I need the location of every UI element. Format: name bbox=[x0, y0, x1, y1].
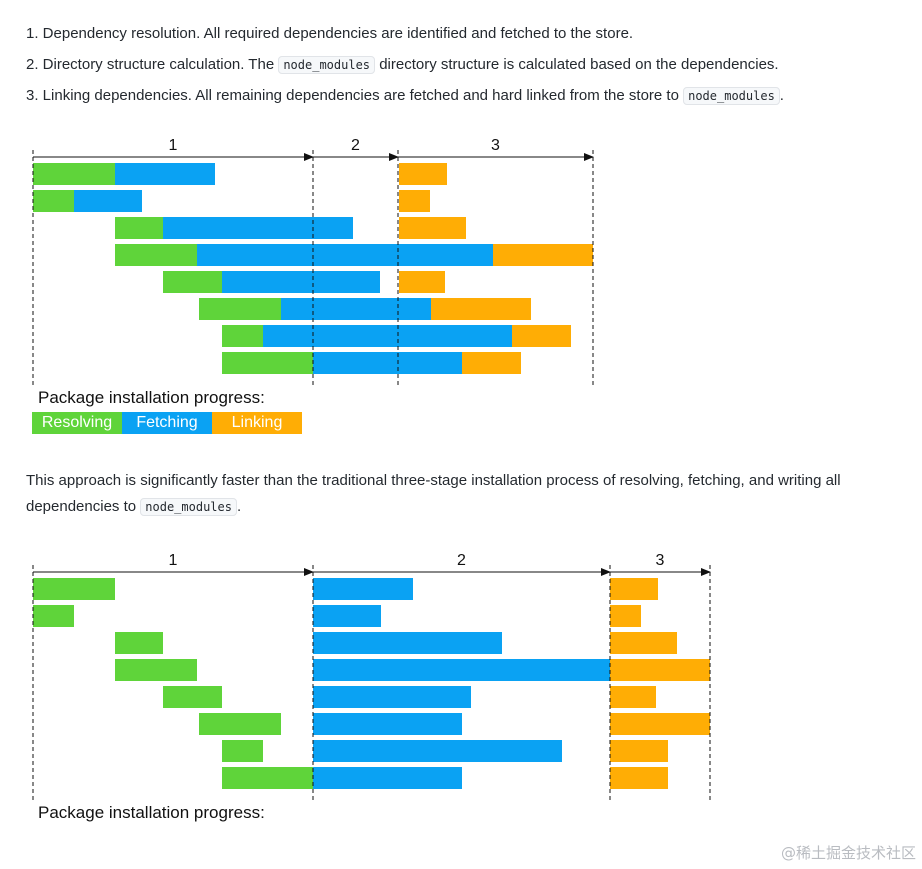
phase-label-1: 1 bbox=[169, 552, 178, 569]
comparison-paragraph: This approach is significantly faster th… bbox=[26, 468, 906, 520]
bar-fetching-5 bbox=[313, 686, 471, 708]
bar-resolving-6 bbox=[199, 713, 281, 735]
bar-linking-5 bbox=[399, 271, 445, 293]
phase-label-3: 3 bbox=[491, 137, 500, 154]
paragraph-code: node_modules bbox=[140, 498, 237, 516]
bar-fetching-3 bbox=[163, 217, 353, 239]
bar-resolving-4 bbox=[115, 659, 197, 681]
bar-fetching-7 bbox=[263, 325, 512, 347]
bar-fetching-8 bbox=[313, 352, 462, 374]
bar-resolving-6 bbox=[199, 298, 281, 320]
legend-2: Resolving Fetching Linking bbox=[32, 827, 302, 849]
bar-fetching-1 bbox=[313, 578, 413, 600]
legend-fetching: Fetching bbox=[122, 412, 212, 434]
bar-resolving-2 bbox=[33, 605, 74, 627]
pnpm-install-timeline-chart: 1 2 3 bbox=[32, 137, 594, 385]
bar-resolving-3 bbox=[115, 632, 163, 654]
bar-linking-8 bbox=[462, 352, 521, 374]
step-2-code: node_modules bbox=[278, 56, 376, 74]
phase-label-3: 3 bbox=[656, 552, 665, 569]
bar-fetching-7 bbox=[313, 740, 562, 762]
watermark: @稀土掘金技术社区 bbox=[780, 844, 916, 862]
step-2: 2. Directory structure calculation. The … bbox=[26, 53, 784, 84]
bar-fetching-1 bbox=[115, 163, 215, 185]
paragraph-text-before: This approach is significantly faster th… bbox=[26, 472, 841, 515]
bar-resolving-1 bbox=[33, 578, 115, 600]
bar-linking-1 bbox=[399, 163, 447, 185]
bar-linking-7 bbox=[610, 740, 668, 762]
step-3: 3. Linking dependencies. All remaining d… bbox=[26, 84, 784, 115]
phase-label-2: 2 bbox=[457, 552, 466, 569]
phase-label-1: 1 bbox=[169, 137, 178, 154]
legend-resolving: Resolving bbox=[32, 412, 122, 434]
bar-resolving-1 bbox=[33, 163, 115, 185]
bar-linking-7 bbox=[512, 325, 571, 347]
bar-linking-3 bbox=[399, 217, 466, 239]
step-3-code: node_modules bbox=[683, 87, 780, 105]
bar-linking-6 bbox=[431, 298, 531, 320]
legend-title: Package installation progress: bbox=[38, 388, 265, 407]
bar-resolving-3 bbox=[115, 217, 163, 239]
bar-resolving-8 bbox=[222, 352, 313, 374]
bar-fetching-2 bbox=[313, 605, 381, 627]
bar-fetching-4 bbox=[313, 659, 610, 681]
bar-resolving-8 bbox=[222, 767, 313, 789]
step-1-text: 1. Dependency resolution. All required d… bbox=[26, 25, 634, 42]
step-3-text-before: 3. Linking dependencies. All remaining d… bbox=[26, 87, 684, 104]
steps-list: 1. Dependency resolution. All required d… bbox=[26, 22, 784, 115]
bar-linking-6 bbox=[610, 713, 710, 735]
bar-fetching-3 bbox=[313, 632, 502, 654]
step-3-text-after: . bbox=[779, 87, 784, 104]
paragraph-text-after: . bbox=[236, 498, 242, 515]
bar-resolving-7 bbox=[222, 740, 263, 762]
bar-linking-2 bbox=[399, 190, 430, 212]
step-1: 1. Dependency resolution. All required d… bbox=[26, 22, 784, 53]
bar-linking-3 bbox=[610, 632, 677, 654]
bar-fetching-6 bbox=[281, 298, 431, 320]
phase-label-2: 2 bbox=[351, 137, 360, 154]
bar-resolving-5 bbox=[163, 686, 222, 708]
legend-title-2: Package installation progress: bbox=[38, 803, 265, 822]
step-2-text-after: directory structure is calculated based … bbox=[375, 56, 779, 73]
legend-linking: Linking bbox=[231, 829, 283, 846]
legend-linking: Linking bbox=[212, 412, 302, 434]
legend: Resolving Fetching Linking bbox=[32, 412, 302, 434]
bar-resolving-5 bbox=[163, 271, 222, 293]
bar-fetching-5 bbox=[222, 271, 380, 293]
bar-fetching-4 bbox=[197, 244, 493, 266]
legend-fetching: Fetching bbox=[136, 829, 198, 846]
bar-linking-5 bbox=[610, 686, 656, 708]
bar-linking-2 bbox=[610, 605, 641, 627]
bar-fetching-8 bbox=[313, 767, 462, 789]
traditional-install-timeline-chart: 1 2 3 bbox=[32, 552, 711, 800]
bar-linking-4 bbox=[610, 659, 710, 681]
bar-resolving-4 bbox=[115, 244, 197, 266]
step-2-text-before: 2. Directory structure calculation. The bbox=[26, 56, 279, 73]
bar-fetching-6 bbox=[313, 713, 462, 735]
legend-resolving: Resolving bbox=[41, 829, 113, 846]
bar-linking-1 bbox=[610, 578, 658, 600]
bar-linking-8 bbox=[610, 767, 668, 789]
bar-resolving-7 bbox=[222, 325, 263, 347]
bar-fetching-2 bbox=[74, 190, 142, 212]
bar-resolving-2 bbox=[33, 190, 74, 212]
bar-linking-4 bbox=[493, 244, 593, 266]
